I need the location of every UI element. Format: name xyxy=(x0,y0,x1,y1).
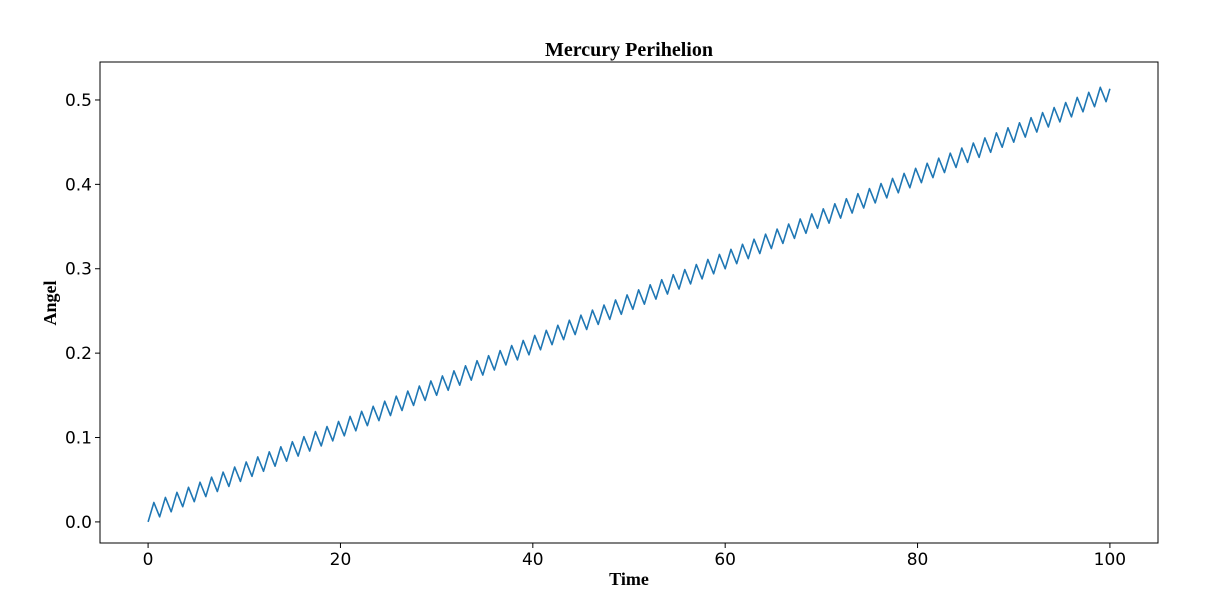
x-tick-label: 20 xyxy=(330,550,352,570)
x-tick-label: 60 xyxy=(714,550,736,570)
y-tick-label: 0.5 xyxy=(65,91,92,111)
y-axis-label: Angel xyxy=(40,281,60,326)
series-layer xyxy=(147,86,1111,523)
series-line xyxy=(147,86,1111,523)
y-tick-label: 0.1 xyxy=(65,429,92,449)
y-tick-label: 0.3 xyxy=(65,260,92,280)
plot-area xyxy=(99,61,1159,544)
x-axis: 0 20 40 60 80 100 xyxy=(143,543,1126,570)
y-tick-label: 0.4 xyxy=(65,175,92,195)
x-tick-label: 0 xyxy=(143,550,154,570)
y-tick-label: 0.0 xyxy=(65,513,92,533)
x-tick-label: 100 xyxy=(1094,550,1126,570)
y-axis: 0.0 0.1 0.2 0.3 0.4 0.5 xyxy=(65,91,100,533)
x-axis-label: Time xyxy=(609,569,649,589)
chart-title: Mercury Perihelion xyxy=(545,39,713,61)
x-tick-label: 80 xyxy=(907,550,929,570)
x-tick-label: 40 xyxy=(522,550,544,570)
y-tick-label: 0.2 xyxy=(65,344,92,364)
